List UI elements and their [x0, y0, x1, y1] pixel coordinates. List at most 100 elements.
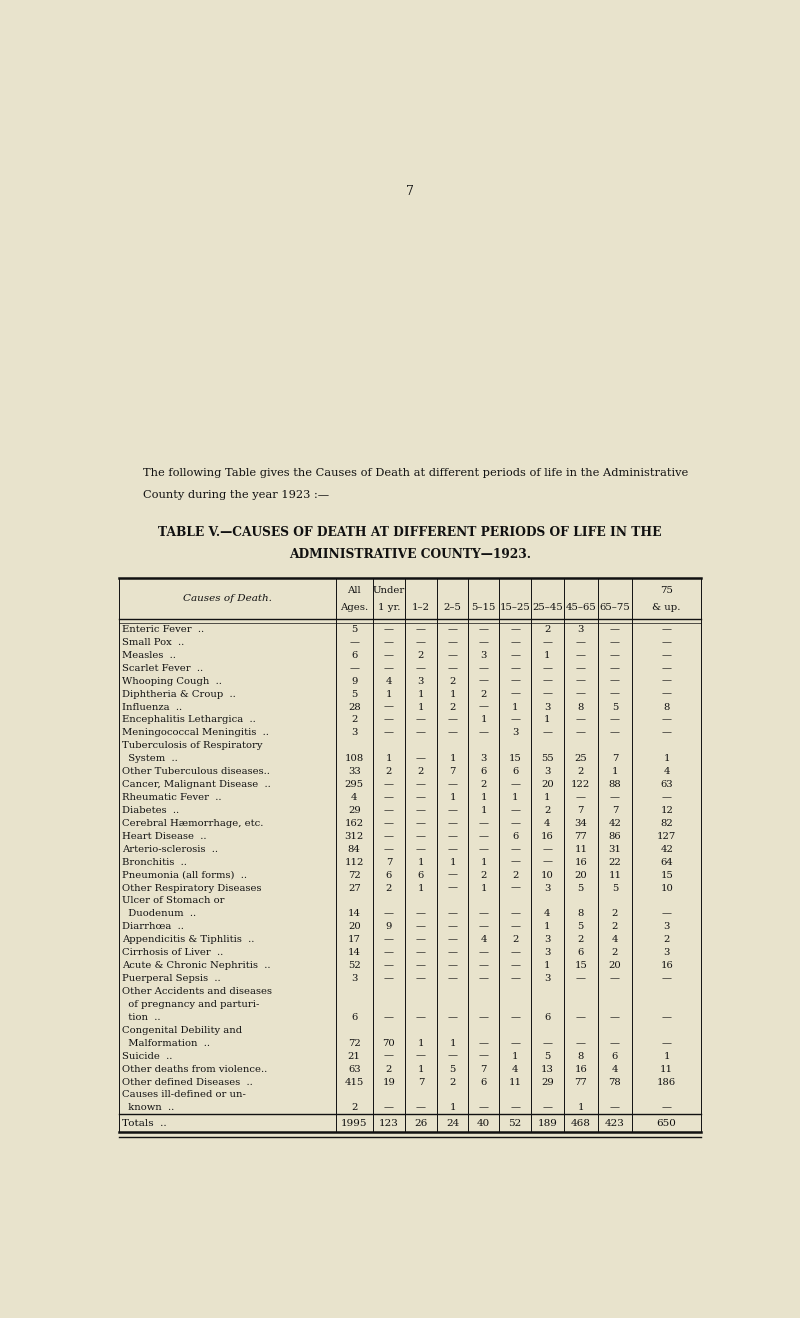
Text: tion  ..: tion ..: [122, 1012, 160, 1021]
Text: —: —: [576, 651, 586, 660]
Text: 4: 4: [663, 767, 670, 776]
Text: 2: 2: [386, 883, 392, 892]
Text: —: —: [478, 845, 489, 854]
Text: —: —: [384, 807, 394, 815]
Text: 3: 3: [512, 729, 518, 737]
Text: Duodenum  ..: Duodenum ..: [122, 909, 196, 919]
Text: —: —: [610, 651, 620, 660]
Text: —: —: [510, 909, 520, 919]
Text: ADMINISTRATIVE COUNTY—1923.: ADMINISTRATIVE COUNTY—1923.: [289, 548, 531, 561]
Text: 1: 1: [418, 689, 424, 699]
Text: Small Pox  ..: Small Pox ..: [122, 638, 184, 647]
Text: —: —: [478, 974, 489, 983]
Text: —: —: [447, 909, 458, 919]
Text: —: —: [384, 909, 394, 919]
Text: 1: 1: [418, 883, 424, 892]
Text: 6: 6: [418, 871, 424, 879]
Text: The following Table gives the Causes of Death at different periods of life in th: The following Table gives the Causes of …: [143, 468, 689, 477]
Text: 20: 20: [609, 961, 622, 970]
Text: 55: 55: [541, 754, 554, 763]
Text: —: —: [416, 729, 426, 737]
Text: —: —: [384, 625, 394, 634]
Text: —: —: [662, 689, 672, 699]
Text: —: —: [447, 1052, 458, 1061]
Text: 2: 2: [512, 871, 518, 879]
Text: —: —: [576, 716, 586, 725]
Text: —: —: [384, 936, 394, 944]
Text: 1: 1: [450, 858, 456, 867]
Text: 2: 2: [512, 936, 518, 944]
Text: —: —: [447, 1012, 458, 1021]
Text: 3: 3: [544, 702, 550, 712]
Text: —: —: [350, 664, 359, 672]
Text: —: —: [416, 754, 426, 763]
Text: County during the year 1923 :—: County during the year 1923 :—: [143, 490, 330, 500]
Text: 122: 122: [571, 780, 590, 789]
Text: 6: 6: [512, 767, 518, 776]
Text: 86: 86: [609, 832, 622, 841]
Text: —: —: [510, 948, 520, 957]
Text: —: —: [510, 974, 520, 983]
Text: 7: 7: [612, 807, 618, 815]
Text: 63: 63: [348, 1065, 361, 1074]
Text: —: —: [478, 729, 489, 737]
Text: 1: 1: [544, 961, 550, 970]
Text: 8: 8: [578, 1052, 584, 1061]
Text: —: —: [542, 1103, 552, 1112]
Text: Under: Under: [373, 587, 405, 594]
Text: 2: 2: [450, 702, 456, 712]
Text: 1: 1: [450, 793, 456, 803]
Text: 31: 31: [609, 845, 622, 854]
Text: —: —: [510, 651, 520, 660]
Text: 1: 1: [544, 651, 550, 660]
Text: 7: 7: [418, 1078, 424, 1086]
Text: 4: 4: [481, 936, 487, 944]
Text: —: —: [416, 1103, 426, 1112]
Text: 1–2: 1–2: [412, 604, 430, 612]
Text: —: —: [662, 1012, 672, 1021]
Text: —: —: [542, 664, 552, 672]
Text: All: All: [347, 587, 361, 594]
Text: —: —: [610, 1012, 620, 1021]
Text: 1: 1: [512, 793, 518, 803]
Text: 1: 1: [418, 702, 424, 712]
Text: —: —: [576, 676, 586, 685]
Text: —: —: [416, 832, 426, 841]
Text: 3: 3: [544, 936, 550, 944]
Text: —: —: [384, 664, 394, 672]
Text: Causes of Death.: Causes of Death.: [182, 594, 271, 604]
Text: 15: 15: [660, 871, 673, 879]
Text: 70: 70: [382, 1039, 395, 1048]
Text: 2: 2: [663, 936, 670, 944]
Text: 6: 6: [544, 1012, 550, 1021]
Text: 40: 40: [477, 1119, 490, 1128]
Text: —: —: [510, 1103, 520, 1112]
Text: —: —: [542, 845, 552, 854]
Text: 3: 3: [351, 729, 358, 737]
Text: —: —: [416, 909, 426, 919]
Text: 7: 7: [481, 1065, 487, 1074]
Text: 3: 3: [544, 974, 550, 983]
Text: —: —: [478, 818, 489, 828]
Text: 4: 4: [351, 793, 358, 803]
Text: 9: 9: [351, 676, 358, 685]
Text: —: —: [384, 702, 394, 712]
Text: 52: 52: [509, 1119, 522, 1128]
Text: Whooping Cough  ..: Whooping Cough ..: [122, 676, 222, 685]
Text: —: —: [510, 818, 520, 828]
Text: —: —: [416, 807, 426, 815]
Text: Appendicitis & Tiphlitis  ..: Appendicitis & Tiphlitis ..: [122, 936, 254, 944]
Text: 415: 415: [345, 1078, 364, 1086]
Text: 3: 3: [663, 923, 670, 932]
Text: —: —: [610, 729, 620, 737]
Text: —: —: [384, 818, 394, 828]
Text: 650: 650: [657, 1119, 677, 1128]
Text: 2: 2: [351, 1103, 358, 1112]
Text: —: —: [542, 689, 552, 699]
Text: —: —: [447, 936, 458, 944]
Text: Ages.: Ages.: [340, 604, 368, 612]
Text: 8: 8: [578, 909, 584, 919]
Text: 6: 6: [481, 1078, 487, 1086]
Text: 1: 1: [418, 1065, 424, 1074]
Text: 1: 1: [450, 754, 456, 763]
